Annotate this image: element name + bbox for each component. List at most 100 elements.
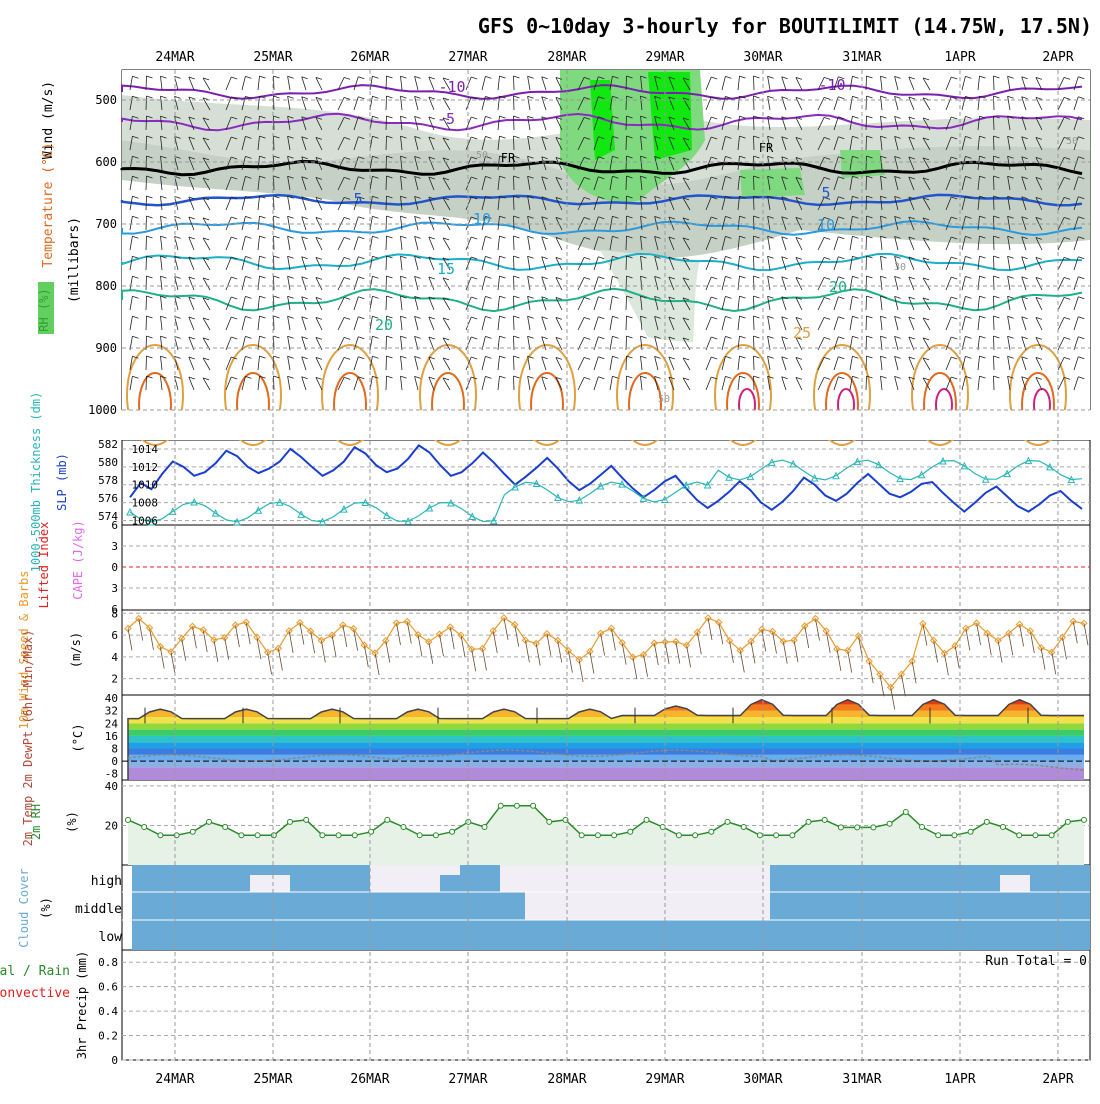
wind-barb (527, 176, 531, 191)
wind-barb-flag (922, 117, 930, 121)
wind-barb-flag (993, 195, 1000, 199)
wind-barb-flag (612, 235, 619, 239)
wind-barb-flag (654, 196, 661, 199)
wind-barb (1057, 297, 1065, 311)
wind-barb (1021, 76, 1027, 91)
wind-barb (833, 196, 839, 211)
wind10-barb (320, 640, 326, 663)
wind-barb-flag (598, 156, 605, 160)
wind-barb (353, 156, 359, 171)
wind-barb (465, 196, 472, 211)
wind-barb-flag (795, 357, 803, 360)
wind-barb-flag (711, 236, 718, 240)
wind-barb (865, 375, 867, 391)
wind-barb-flag (598, 216, 605, 220)
wind-barb-flag (485, 376, 492, 379)
wind-barb (625, 175, 627, 191)
wind-barb (174, 156, 179, 171)
rh-marker (951, 832, 958, 839)
wind-barb-flag (894, 256, 901, 259)
wind-barb (654, 316, 659, 331)
wind-barb (865, 155, 867, 171)
wind-barb-flag (541, 156, 548, 160)
wind-barb-flag (499, 235, 506, 239)
wind-barb-flag (838, 296, 845, 300)
wind-barb-flag (583, 377, 591, 380)
wind-barb (654, 376, 659, 391)
wind-barb (202, 137, 211, 151)
cloud-gap (525, 892, 770, 920)
wind-barb-flag (993, 335, 1000, 339)
wind-barb-flag (711, 256, 718, 260)
wind-barb-flag (301, 316, 308, 320)
wind-barb-flag (499, 195, 506, 199)
wind-barb-flag (654, 216, 661, 219)
wind-barb-flag (386, 115, 393, 119)
wind-barb (609, 76, 613, 91)
wind-barb-flag (245, 336, 252, 339)
wind-barb (705, 196, 712, 211)
wind-barb-flag (372, 255, 379, 259)
rh-marker (935, 832, 942, 839)
wind-barb (922, 117, 931, 131)
wind-barb (428, 296, 435, 311)
wind10-barb (396, 622, 401, 646)
temperature-contour (121, 220, 1083, 237)
wind-barb-flag (301, 296, 308, 300)
wind-barb (640, 296, 643, 311)
wind-barb-flag (358, 336, 365, 340)
wind-barb-flag (1007, 175, 1014, 179)
wind-barb (353, 76, 359, 91)
wind-barb-flag (499, 115, 506, 119)
wind-barb (781, 296, 787, 311)
wind-barb-flag (682, 137, 690, 141)
wind-barb-flag (852, 235, 859, 239)
wind-marker (607, 624, 616, 633)
wind10-barb (149, 627, 154, 650)
contour-25 (714, 344, 772, 446)
wind-barb-flag (795, 117, 803, 120)
wind-barb-flag (612, 135, 619, 139)
wind-barb-flag (555, 97, 563, 100)
wind-barb-flag (428, 76, 435, 80)
ylabel-rh2m-units: (%) (65, 811, 79, 833)
wind-barb (527, 216, 531, 231)
wind-barb-flag (1021, 376, 1028, 380)
wind-barb-flag (781, 376, 788, 380)
wind-barb-flag (174, 316, 181, 319)
wind-barb-flag (894, 176, 901, 179)
wind-barb (287, 176, 291, 191)
wind-barb (160, 196, 163, 211)
slp-tick-label: 1008 (132, 497, 159, 510)
wind-barb (513, 115, 515, 131)
wind-barb-flag (880, 255, 887, 259)
wind-barb (129, 176, 133, 191)
wind-barb-flag (315, 337, 323, 340)
wind-barb (668, 276, 675, 291)
rh-marker (627, 828, 634, 835)
wind-barb (497, 116, 500, 131)
wind-barb-flag (640, 155, 647, 159)
wind-barb-flag (880, 375, 887, 379)
wind-barb-flag (598, 76, 605, 80)
wind-barb (1007, 176, 1011, 191)
wind-barb (817, 317, 825, 331)
wind-barb (654, 96, 659, 111)
wind-barb (977, 136, 980, 151)
wind-barb-flag (1035, 317, 1043, 320)
rh-tick-label: 40 (105, 780, 118, 793)
wind-barb (414, 356, 419, 371)
wind-barb-flag (739, 95, 746, 99)
wind-marker (135, 614, 143, 623)
wind-marker (425, 638, 433, 646)
wind10-barb (750, 641, 756, 664)
wind-barb-flag (202, 157, 210, 161)
contour-25 (616, 344, 674, 446)
wind-barb-flag (1035, 237, 1043, 240)
precip-tick-label: 0 (111, 1054, 118, 1067)
thickness-marker (168, 507, 177, 515)
wind-barb-flag (414, 116, 421, 119)
wind-barb-flag (287, 155, 294, 159)
rh-marker (708, 828, 715, 835)
wind-barb-flag (908, 96, 915, 100)
